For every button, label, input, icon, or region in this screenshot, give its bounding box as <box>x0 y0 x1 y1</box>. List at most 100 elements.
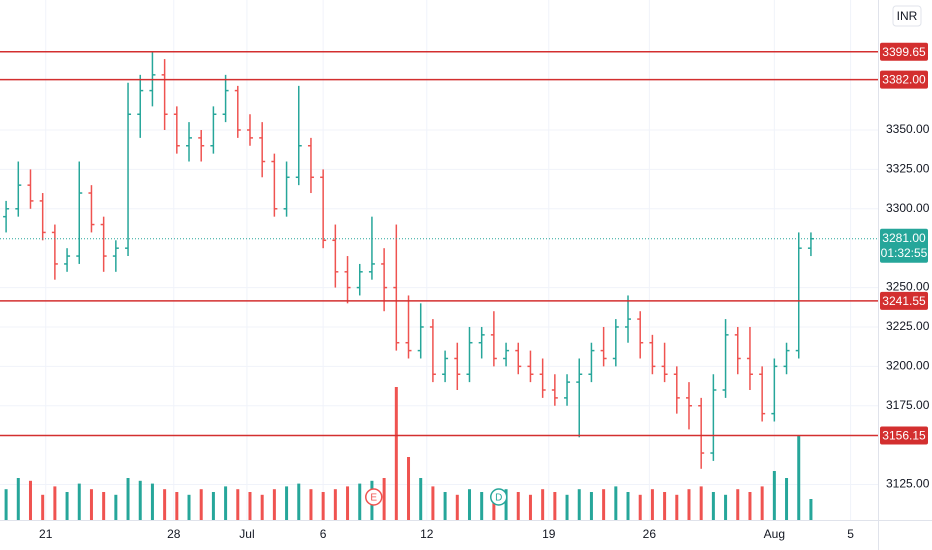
last-price-label: 3281.00 <box>882 231 926 245</box>
volume-bar <box>431 486 435 520</box>
x-tick-label: 5 <box>847 527 854 541</box>
y-tick-label: 3350.00 <box>886 122 930 136</box>
volume-bar <box>443 492 447 520</box>
volume-bar <box>650 489 654 520</box>
volume-bar <box>663 492 667 520</box>
volume-bar <box>224 486 228 520</box>
volume-bar <box>89 489 93 520</box>
y-tick-label: 3300.00 <box>886 201 930 215</box>
volume-bar <box>297 483 301 520</box>
volume <box>4 387 813 520</box>
volume-bar <box>285 486 289 520</box>
volume-bar <box>4 489 8 520</box>
volume-bar <box>394 387 398 520</box>
volume-bar <box>809 499 813 520</box>
volume-bar <box>16 478 20 520</box>
volume-bar <box>126 478 130 520</box>
y-tick-label: 3200.00 <box>886 359 930 373</box>
y-tick-label: 3175.00 <box>886 398 930 412</box>
level-label: 3382.00 <box>882 73 926 87</box>
volume-bar <box>358 483 362 520</box>
volume-bar <box>785 478 789 520</box>
volume-bar <box>138 480 142 520</box>
x-tick-label: 28 <box>167 527 181 541</box>
volume-bar <box>589 492 593 520</box>
volume-bar <box>711 492 715 520</box>
volume-bar <box>492 494 496 520</box>
volume-bar <box>309 489 313 520</box>
volume-bar <box>797 436 801 520</box>
volume-bar <box>163 489 167 520</box>
currency-box[interactable] <box>892 5 922 27</box>
event-marker[interactable] <box>490 488 508 506</box>
level-label-box <box>880 42 928 61</box>
x-tick-label: 6 <box>320 527 327 541</box>
volume-bar <box>699 486 703 520</box>
level-label-box <box>880 70 928 89</box>
bars <box>3 51 814 469</box>
x-tick-label: 12 <box>420 527 434 541</box>
level-label: 3399.65 <box>882 45 926 59</box>
volume-bar <box>28 480 32 520</box>
volume-bar <box>565 494 569 520</box>
event-label[interactable]: D <box>495 493 502 504</box>
volume-bar <box>407 457 411 520</box>
volume-bar <box>516 492 520 520</box>
level-label: 3156.15 <box>882 429 926 443</box>
volume-bar <box>346 486 350 520</box>
volume-bar <box>626 492 630 520</box>
level-label-box <box>880 291 928 310</box>
volume-bar <box>199 489 203 520</box>
volume-bar <box>577 489 581 520</box>
volume-bar <box>675 494 679 520</box>
volume-bar <box>272 489 276 520</box>
volume-bar <box>175 492 179 520</box>
volume-bar <box>541 489 545 520</box>
x-tick-label: Jul <box>239 527 254 541</box>
y-tick-label: 3325.00 <box>886 162 930 176</box>
volume-bar <box>748 492 752 520</box>
x-tick-label: 21 <box>39 527 53 541</box>
volume-bar <box>321 492 325 520</box>
y-tick-label: 3225.00 <box>886 319 930 333</box>
y-tick-label: 3125.00 <box>886 477 930 491</box>
volume-bar <box>638 494 642 520</box>
volume-bar <box>236 489 240 520</box>
x-tick-label: 19 <box>542 527 556 541</box>
volume-bar <box>419 478 423 520</box>
event-label[interactable]: E <box>370 493 377 504</box>
volume-bar <box>772 471 776 520</box>
level-label: 3241.55 <box>882 294 926 308</box>
level-label-box <box>880 426 928 445</box>
volume-bar <box>736 489 740 520</box>
volume-bar <box>455 494 459 520</box>
event-marker[interactable] <box>365 488 383 506</box>
last-price-box <box>880 228 928 263</box>
volume-bar <box>467 489 471 520</box>
x-tick-label: 26 <box>643 527 657 541</box>
volume-bar <box>333 489 337 520</box>
volume-bar <box>150 483 154 520</box>
volume-bar <box>102 492 106 520</box>
volume-bar <box>614 486 618 520</box>
volume-bar <box>41 494 45 520</box>
x-tick-label: Aug <box>764 527 785 541</box>
volume-bar <box>187 494 191 520</box>
volume-bar <box>114 494 118 520</box>
grid <box>0 0 878 520</box>
volume-bar <box>480 492 484 520</box>
volume-bar <box>211 492 215 520</box>
volume-bar <box>382 478 386 520</box>
currency[interactable]: INR <box>897 9 918 23</box>
y-tick-label: 3250.00 <box>886 280 930 294</box>
volume-bar <box>602 489 606 520</box>
volume-bar <box>553 492 557 520</box>
volume-bar <box>504 489 508 520</box>
volume-bar <box>53 486 57 520</box>
volume-bar <box>724 494 728 520</box>
volume-bar <box>760 486 764 520</box>
volume-bar <box>260 494 264 520</box>
